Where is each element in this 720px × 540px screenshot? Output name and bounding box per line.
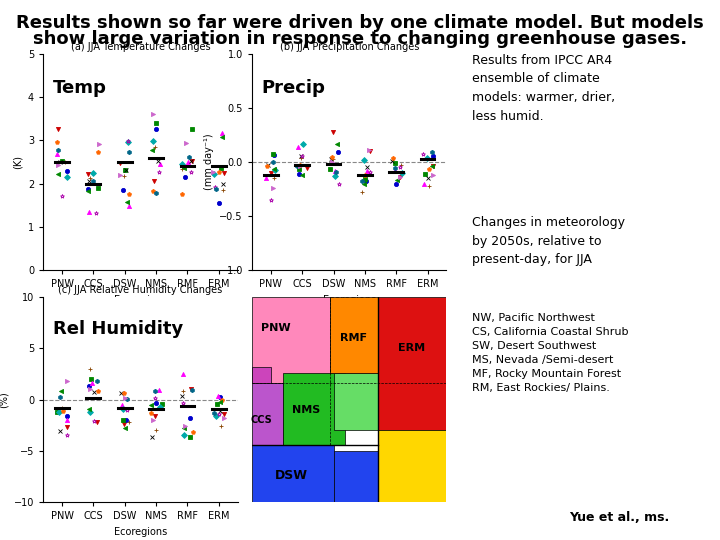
Bar	[252, 383, 283, 445]
Bar	[333, 451, 379, 502]
Title: (c) JJA Relative Humidity Changes: (c) JJA Relative Humidity Changes	[58, 285, 222, 295]
Title: (b) JJA Precipitation Changes: (b) JJA Precipitation Changes	[279, 42, 419, 52]
X-axis label: Ecoregions: Ecoregions	[114, 295, 167, 305]
Bar	[252, 445, 333, 502]
Text: Rel Humidity: Rel Humidity	[53, 320, 183, 338]
Text: RMF: RMF	[340, 333, 366, 343]
Text: ERM: ERM	[398, 343, 425, 353]
Title: (a) JJA Temperature Changes: (a) JJA Temperature Changes	[71, 42, 210, 52]
Text: Yue et al., ms.: Yue et al., ms.	[570, 511, 670, 524]
Text: DSW: DSW	[274, 469, 307, 482]
Bar	[252, 367, 271, 383]
Text: show large variation in response to changing greenhouse gases.: show large variation in response to chan…	[33, 30, 687, 48]
Text: Temp: Temp	[53, 79, 107, 97]
Bar	[379, 297, 446, 430]
Text: Results shown so far were driven by one climate model. But models: Results shown so far were driven by one …	[16, 14, 704, 31]
Text: Results from IPCC AR4
ensemble of climate
models: warmer, drier,
less humid.: Results from IPCC AR4 ensemble of climat…	[472, 54, 615, 123]
X-axis label: Ecoregions: Ecoregions	[114, 527, 167, 537]
Bar	[333, 373, 379, 430]
Text: NW, Pacific Northwest
CS, California Coastal Shrub
SW, Desert Southwest
MS, Neva: NW, Pacific Northwest CS, California Coa…	[472, 313, 628, 393]
Text: Precip: Precip	[262, 79, 325, 97]
X-axis label: Ecoregions: Ecoregions	[323, 295, 376, 305]
Text: PNW: PNW	[261, 323, 290, 333]
Text: Changes in meteorology
by 2050s, relative to
present-day, for JJA: Changes in meteorology by 2050s, relativ…	[472, 216, 625, 266]
Y-axis label: (K): (K)	[12, 155, 22, 169]
Bar	[252, 297, 330, 383]
Text: CCS: CCS	[251, 415, 273, 425]
Bar	[379, 430, 446, 502]
Text: NMS: NMS	[292, 405, 320, 415]
Bar	[330, 297, 379, 373]
Bar	[283, 373, 346, 445]
Y-axis label: (%): (%)	[0, 391, 8, 408]
Y-axis label: (mm day⁻¹): (mm day⁻¹)	[204, 134, 214, 190]
